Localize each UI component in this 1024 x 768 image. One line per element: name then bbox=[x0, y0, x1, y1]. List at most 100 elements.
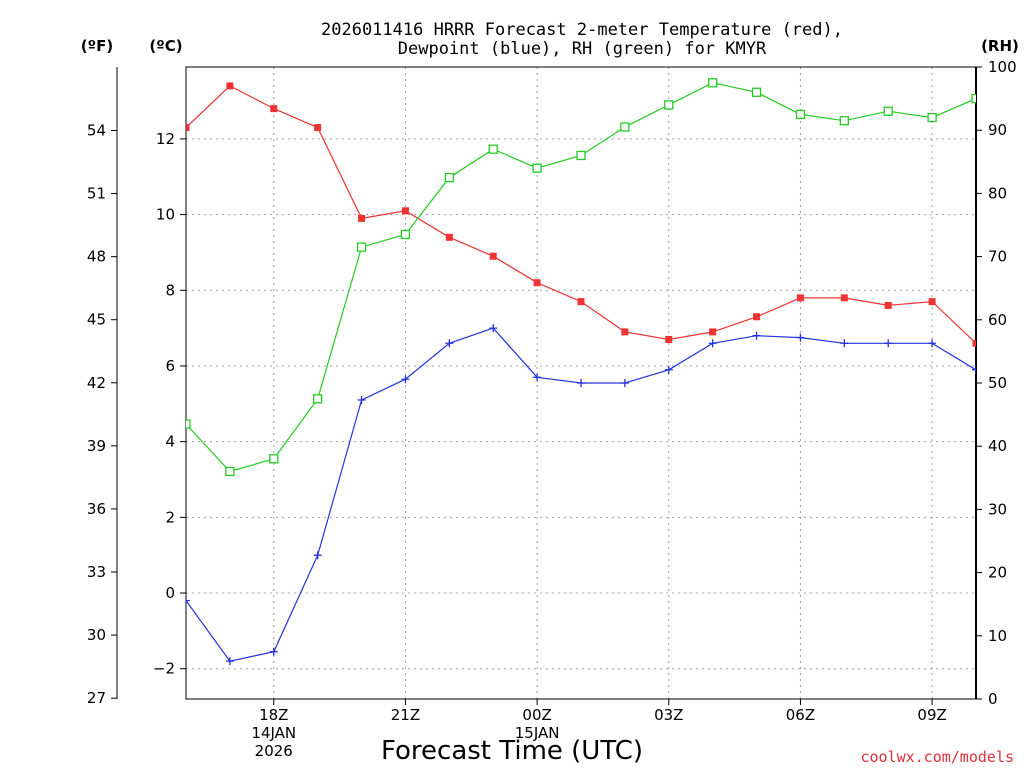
2-meter-temperature-point bbox=[665, 335, 673, 343]
rh-tick-label: 50 bbox=[988, 374, 1007, 392]
dewpoint-point bbox=[840, 339, 849, 348]
rh-point bbox=[620, 122, 630, 132]
x-tick-label: 2026 bbox=[255, 742, 293, 760]
dewpoint-point bbox=[796, 333, 805, 342]
celsius-tick-label: −2 bbox=[153, 660, 175, 678]
fahrenheit-tick-label: 42 bbox=[87, 374, 106, 392]
dewpoint-point bbox=[533, 373, 542, 382]
celsius-tick-label: 10 bbox=[156, 206, 175, 224]
2-meter-temperature-point bbox=[709, 328, 717, 336]
x-tick-label: 06Z bbox=[786, 706, 815, 724]
chart-title: 2026011416 HRRR Forecast 2-meter Tempera… bbox=[321, 20, 843, 59]
celsius-tick-label: 12 bbox=[156, 130, 175, 148]
fahrenheit-tick-label: 48 bbox=[87, 248, 106, 266]
2-meter-temperature-point bbox=[928, 298, 936, 306]
dewpoint-point bbox=[489, 324, 498, 333]
fahrenheit-tick-label: 30 bbox=[87, 626, 106, 644]
rh-tick-label: 0 bbox=[988, 690, 998, 708]
rh-line bbox=[186, 82, 976, 473]
celsius-tick-label: 8 bbox=[165, 281, 175, 299]
dewpoint-point bbox=[269, 647, 278, 656]
2-meter-temperature-point bbox=[226, 82, 234, 90]
dewpoint-point bbox=[357, 396, 366, 405]
dewpoint-series bbox=[186, 324, 976, 666]
rh-point bbox=[795, 109, 806, 120]
dewpoint-line bbox=[186, 327, 976, 662]
2-meter-temperature-point bbox=[533, 279, 541, 287]
rh-point bbox=[313, 394, 323, 404]
rh-point bbox=[971, 93, 976, 104]
celsius-tick-label: 2 bbox=[165, 508, 175, 526]
2-meter-temperature-point bbox=[186, 124, 190, 132]
celsius-tick-label: 4 bbox=[165, 433, 175, 451]
rh-point bbox=[225, 466, 235, 477]
dewpoint-point bbox=[708, 339, 717, 348]
2-meter-temperature-point bbox=[577, 298, 585, 306]
rh-series bbox=[186, 78, 976, 477]
dewpoint-point bbox=[664, 365, 673, 374]
chart-title-line-2: Dewpoint (blue), RH (green) for KMYR bbox=[398, 39, 767, 59]
rh-point bbox=[664, 100, 674, 110]
rh-point bbox=[532, 163, 542, 173]
rh-tick-label: 100 bbox=[988, 58, 1017, 76]
dewpoint-point bbox=[577, 379, 585, 387]
rh-axis-label: (RH) bbox=[981, 37, 1019, 55]
dewpoint-point bbox=[884, 339, 893, 348]
dewpoint-point bbox=[313, 551, 322, 560]
2-meter-temperature-series bbox=[186, 82, 976, 347]
dewpoint-point bbox=[928, 339, 937, 348]
fahrenheit-tick-label: 27 bbox=[87, 689, 106, 707]
dewpoint-point bbox=[972, 365, 976, 374]
rh-point bbox=[708, 78, 718, 88]
2-meter-temperature-point bbox=[840, 294, 848, 302]
rh-tick-label: 30 bbox=[988, 500, 1007, 518]
rh-tick-label: 70 bbox=[988, 248, 1007, 266]
rh-tick-label: 40 bbox=[988, 437, 1007, 455]
dewpoint-point bbox=[186, 596, 190, 605]
2-meter-temperature-point bbox=[884, 301, 892, 309]
2-meter-temperature-point bbox=[445, 233, 453, 241]
dewpoint-point bbox=[752, 331, 761, 340]
celsius-axis-label: (ºC) bbox=[149, 37, 182, 55]
dewpoint-point bbox=[620, 379, 629, 387]
rh-tick-label: 10 bbox=[988, 627, 1007, 645]
axes: 27 30 33 36 39 42 45 48 51 54 −2 0 2 4 6 8 10 12 0 10 20 30 40… bbox=[87, 58, 1017, 760]
2-meter-temperature-point bbox=[314, 124, 322, 132]
fahrenheit-tick-label: 33 bbox=[87, 563, 106, 581]
rh-tick-label: 90 bbox=[988, 121, 1007, 139]
x-tick-label: 09Z bbox=[917, 706, 946, 724]
fahrenheit-tick-label: 36 bbox=[87, 500, 106, 518]
2-meter-temperature-point bbox=[401, 207, 409, 215]
dewpoint-point bbox=[445, 339, 454, 348]
2-meter-temperature-point bbox=[621, 328, 629, 336]
2-meter-temperature-point bbox=[270, 105, 278, 113]
fahrenheit-tick-label: 51 bbox=[87, 185, 106, 203]
x-tick-label: 03Z bbox=[654, 706, 683, 724]
rh-point bbox=[751, 87, 762, 97]
fahrenheit-tick-label: 54 bbox=[87, 121, 106, 139]
2-meter-temperature-point bbox=[796, 294, 804, 302]
rh-point bbox=[186, 419, 191, 429]
2-meter-temperature-point bbox=[753, 313, 761, 321]
rh-point bbox=[576, 150, 586, 161]
rh-point bbox=[488, 144, 498, 154]
rh-point bbox=[400, 229, 411, 240]
x-tick-label: 15JAN bbox=[515, 724, 560, 742]
fahrenheit-tick-label: 45 bbox=[87, 311, 106, 329]
chart-title-line-1: 2026011416 HRRR Forecast 2-meter Tempera… bbox=[321, 20, 843, 40]
dewpoint-point bbox=[401, 375, 410, 384]
dewpoint-point bbox=[225, 657, 234, 666]
rh-point bbox=[356, 242, 367, 252]
x-axis-label: Forecast Time (UTC) bbox=[381, 736, 643, 766]
celsius-tick-label: 6 bbox=[165, 357, 175, 375]
rh-point bbox=[927, 112, 937, 123]
fahrenheit-tick-label: 39 bbox=[87, 437, 106, 455]
x-tick-label: 14JAN bbox=[251, 724, 296, 742]
fahrenheit-axis-label: (ºF) bbox=[81, 37, 113, 55]
celsius-tick-label: 0 bbox=[165, 584, 175, 602]
x-tick-label: 18Z bbox=[259, 706, 288, 724]
x-tick-label: 21Z bbox=[391, 706, 420, 724]
rh-point bbox=[883, 106, 893, 116]
rh-tick-label: 80 bbox=[988, 184, 1007, 202]
source-credit: coolwx.com/models bbox=[860, 748, 1014, 766]
